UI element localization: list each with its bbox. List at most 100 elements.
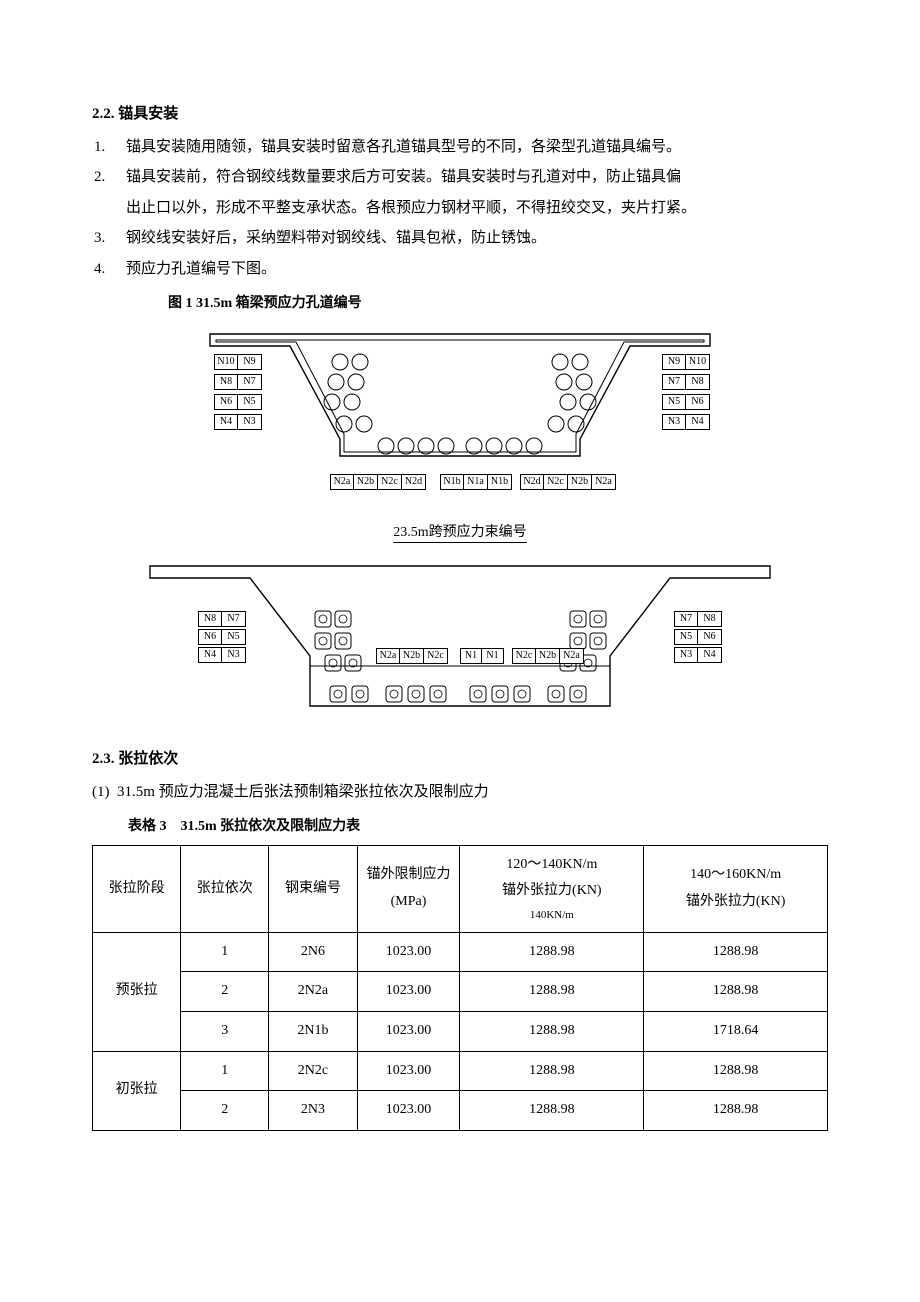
duct-label: N6 bbox=[686, 394, 710, 410]
label-group: N4N3 bbox=[214, 414, 262, 430]
list-item: 3. 钢绞线安装好后，采纳塑料带对钢绞线、锚具包袱，防止锈蚀。 bbox=[92, 224, 828, 253]
cell-f2: 1288.98 bbox=[644, 1051, 828, 1091]
cell-mpa: 1023.00 bbox=[357, 1012, 460, 1052]
duct-label: N7 bbox=[238, 374, 262, 390]
duct-label: N6 bbox=[698, 629, 722, 645]
table-row: 22N31023.001288.981288.98 bbox=[93, 1091, 828, 1131]
duct-label: N5 bbox=[222, 629, 246, 645]
duct-label: N2c bbox=[424, 648, 448, 664]
section-2-3-heading: 2.3. 张拉依次 bbox=[92, 745, 828, 774]
figure-1-title: 图 1 31.5m 箱梁预应力孔道编号 bbox=[168, 291, 828, 318]
item-text: 钢绞线安装好后，采纳塑料带对钢绞线、锚具包袱，防止锈蚀。 bbox=[126, 224, 828, 253]
table-header-row: 张拉阶段 张拉依次 钢束编号 锚外限制应力(MPa) 120～140KN/m 锚… bbox=[93, 845, 828, 932]
cell-f1: 1288.98 bbox=[460, 972, 644, 1012]
item-text: 锚具安装随用随领，锚具安装时留意各孔道锚具型号的不同，各梁型孔道锚具编号。 bbox=[126, 133, 828, 162]
anchor-install-list: 1. 锚具安装随用随领，锚具安装时留意各孔道锚具型号的不同，各梁型孔道锚具编号。… bbox=[92, 133, 828, 284]
section-number: 2.2. bbox=[92, 106, 115, 122]
table-row: 32N1b1023.001288.981718.64 bbox=[93, 1012, 828, 1052]
col-force1-b: 锚外张拉力(KN) bbox=[462, 878, 641, 905]
duct-label: N2c bbox=[544, 474, 568, 490]
item-text: 出止口以外，形成不平整支承状态。各根预应力钢材平顺，不得扭绞交叉，夹片打紧。 bbox=[126, 194, 828, 223]
intro-number: (1) bbox=[92, 784, 110, 800]
cell-beam: 2N6 bbox=[269, 932, 357, 972]
list-item: 2. 锚具安装前，符合钢绞线数量要求后方可安装。锚具安装时与孔道对中，防止锚具偏 bbox=[92, 163, 828, 192]
cell-stage: 预张拉 bbox=[93, 932, 181, 1051]
cell-beam: 2N1b bbox=[269, 1012, 357, 1052]
item-number: 1. bbox=[92, 133, 126, 162]
duct-label: N3 bbox=[222, 647, 246, 663]
cell-seq: 1 bbox=[181, 932, 269, 972]
section-2-3-intro: (1) 31.5m 预应力混凝土后张法预制箱梁张拉依次及限制应力 bbox=[92, 778, 828, 807]
duct-label: N4 bbox=[198, 647, 222, 663]
duct-label: N2c bbox=[512, 648, 536, 664]
col-force2-b: 锚外张拉力(KN) bbox=[646, 889, 825, 916]
label-group: N1N1 bbox=[460, 648, 504, 664]
section-number: 2.3. bbox=[92, 751, 115, 767]
duct-label: N3 bbox=[662, 414, 686, 430]
duct-label: N2b bbox=[354, 474, 378, 490]
duct-label: N4 bbox=[214, 414, 238, 430]
section-2-2-heading: 2.2. 锚具安装 bbox=[92, 100, 828, 129]
cell-mpa: 1023.00 bbox=[357, 932, 460, 972]
duct-label: N8 bbox=[698, 611, 722, 627]
duct-label: N2d bbox=[402, 474, 426, 490]
duct-label: N1b bbox=[488, 474, 512, 490]
duct-label: N3 bbox=[674, 647, 698, 663]
cell-mpa: 1023.00 bbox=[357, 972, 460, 1012]
label-group: N7N8 bbox=[674, 611, 722, 627]
col-beam: 钢束编号 bbox=[269, 845, 357, 932]
figure-2-title: 23.5m跨预应力束编号 bbox=[92, 520, 828, 547]
col-force1: 120～140KN/m 锚外张拉力(KN) 140KN/m bbox=[460, 845, 644, 932]
label-group: N9N10 bbox=[662, 354, 710, 370]
duct-label: N3 bbox=[238, 414, 262, 430]
label-group: N1bN1aN1b bbox=[440, 474, 512, 490]
duct-label: N1a bbox=[464, 474, 488, 490]
duct-label: N2b bbox=[400, 648, 424, 664]
duct-label: N7 bbox=[662, 374, 686, 390]
duct-label: N1 bbox=[482, 648, 504, 664]
duct-label: N1b bbox=[440, 474, 464, 490]
label-group: N2aN2bN2c bbox=[376, 648, 448, 664]
label-group: N7N8 bbox=[662, 374, 710, 390]
tension-control-table: 张拉阶段 张拉依次 钢束编号 锚外限制应力(MPa) 120～140KN/m 锚… bbox=[92, 845, 828, 1131]
box-beam-diagram-23-5m: N8N7N6N5N4N3N7N8N5N6N3N4N2aN2bN2cN1N1N2c… bbox=[140, 556, 780, 731]
duct-label: N9 bbox=[238, 354, 262, 370]
duct-label: N2c bbox=[378, 474, 402, 490]
label-group: N2aN2bN2cN2d bbox=[330, 474, 426, 490]
duct-label: N4 bbox=[686, 414, 710, 430]
label-group: N8N7 bbox=[214, 374, 262, 390]
cell-beam: 2N3 bbox=[269, 1091, 357, 1131]
cell-f2: 1288.98 bbox=[644, 932, 828, 972]
item-number: 2. bbox=[92, 163, 126, 192]
list-item: 4. 预应力孔道编号下图。 bbox=[92, 255, 828, 284]
duct-label: N4 bbox=[698, 647, 722, 663]
duct-label: N10 bbox=[214, 354, 238, 370]
item-number: 3. bbox=[92, 224, 126, 253]
table-3-caption: 表格 3 31.5m 张拉依次及限制应力表 bbox=[128, 814, 828, 841]
duct-label: N1 bbox=[460, 648, 482, 664]
duct-label: N2a bbox=[560, 648, 584, 664]
duct-label: N8 bbox=[686, 374, 710, 390]
cell-f2: 1718.64 bbox=[644, 1012, 828, 1052]
duct-label: N10 bbox=[686, 354, 710, 370]
cell-seq: 2 bbox=[181, 972, 269, 1012]
col-stage: 张拉阶段 bbox=[93, 845, 181, 932]
cell-seq: 1 bbox=[181, 1051, 269, 1091]
label-group: N5N6 bbox=[674, 629, 722, 645]
duct-label: N2a bbox=[592, 474, 616, 490]
cell-mpa: 1023.00 bbox=[357, 1091, 460, 1131]
section-title: 张拉依次 bbox=[118, 751, 178, 767]
duct-label: N8 bbox=[214, 374, 238, 390]
cell-f1: 1288.98 bbox=[460, 1012, 644, 1052]
list-item: 1. 锚具安装随用随领，锚具安装时留意各孔道锚具型号的不同，各梁型孔道锚具编号。 bbox=[92, 133, 828, 162]
label-group: N4N3 bbox=[198, 647, 246, 663]
duct-label: N5 bbox=[674, 629, 698, 645]
item-number: 4. bbox=[92, 255, 126, 284]
duct-label: N2a bbox=[330, 474, 354, 490]
duct-label: N6 bbox=[214, 394, 238, 410]
label-group: N10N9 bbox=[214, 354, 262, 370]
col-seq: 张拉依次 bbox=[181, 845, 269, 932]
duct-label: N2b bbox=[568, 474, 592, 490]
label-group: N2cN2bN2a bbox=[512, 648, 584, 664]
duct-label: N9 bbox=[662, 354, 686, 370]
